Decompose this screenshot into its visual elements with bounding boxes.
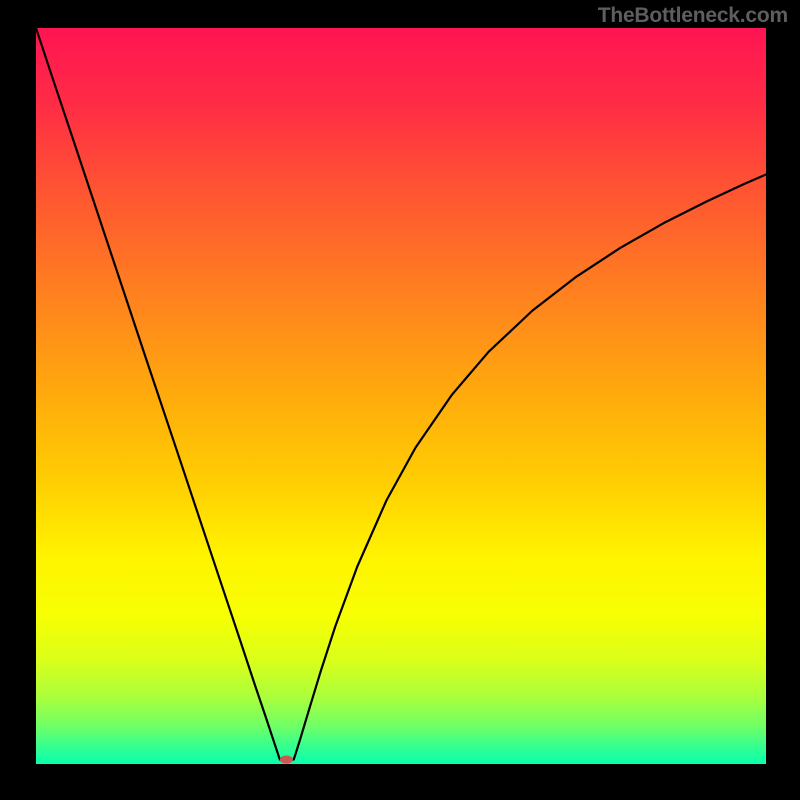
plot-bg <box>36 28 766 764</box>
chart-frame: TheBottleneck.com <box>0 0 800 800</box>
plot-svg <box>36 28 766 764</box>
minimum-marker <box>280 756 293 764</box>
watermark-text: TheBottleneck.com <box>598 4 788 28</box>
plot-area <box>36 28 766 764</box>
